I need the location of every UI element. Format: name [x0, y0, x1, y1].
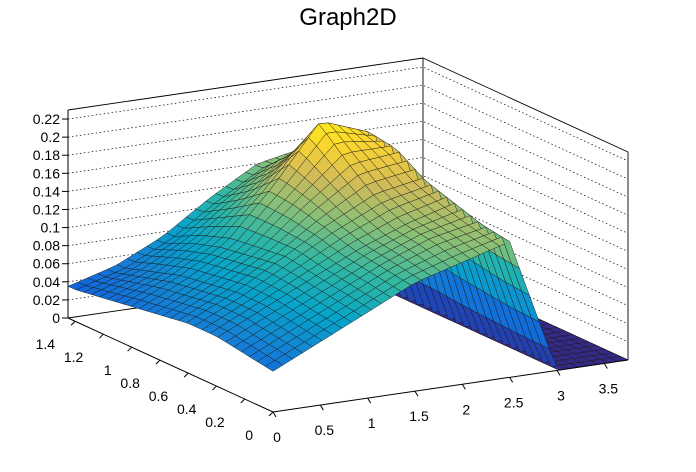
- z-tick-label: 0.22: [33, 111, 60, 127]
- y-tick-mark: [127, 346, 132, 352]
- x-tick-mark: [603, 363, 608, 369]
- y-axis-line: [67, 317, 274, 413]
- z-gridline: [67, 229, 629, 325]
- y-tick-label: 0.6: [149, 388, 169, 404]
- z-tick-label: 0.16: [33, 165, 60, 181]
- z-gridline: [67, 157, 629, 252]
- z-axis-ticks: 0 0.02 0.04 0.06 0.08 0.1 0.12 0.14 0.16 0.18 0.2 0…: [33, 111, 68, 326]
- x-tick-label: 1: [368, 415, 376, 431]
- y-tick-mark: [212, 385, 217, 391]
- x-axis-line: [272, 359, 629, 413]
- z-gridline: [67, 84, 629, 180]
- x-axis-ticks: 0 0.5 1 1.5 2 2.5 3 3.5: [272, 363, 619, 445]
- x-tick-mark: [556, 370, 561, 376]
- z-gridline: [67, 175, 629, 270]
- x-tick-mark: [367, 397, 372, 404]
- y-tick-label: 1: [104, 362, 112, 378]
- z-tick-label: 0.12: [33, 201, 60, 217]
- y-tick-mark: [240, 398, 246, 404]
- z-tick-label: 0.18: [33, 147, 60, 163]
- z-tick-label: 0.14: [33, 183, 60, 199]
- back-top-edge: [67, 57, 424, 111]
- z-tick-label: 0.02: [33, 292, 60, 308]
- z-tick-label: 0.2: [41, 129, 61, 145]
- z-tick-label: 0.04: [33, 274, 60, 290]
- z-tick-label: 0: [52, 310, 60, 326]
- z-gridline: [67, 139, 629, 234]
- x-tick-label: 2.5: [504, 394, 524, 410]
- x-tick-label: 1.5: [409, 408, 429, 424]
- x-tick-label: 0.5: [315, 422, 335, 438]
- axes: [67, 110, 629, 413]
- x-tick-label: 0: [273, 429, 281, 445]
- y-tick-mark: [155, 359, 161, 365]
- x-tick-mark: [272, 411, 277, 418]
- x-tick-mark: [509, 377, 514, 383]
- x-tick-label: 2: [462, 401, 470, 417]
- z-tick-label: 0.06: [33, 256, 60, 272]
- y-tick-label: 1.4: [36, 336, 56, 352]
- y-tick-label: 0.8: [120, 375, 140, 391]
- chart-title: Graph2D: [299, 4, 396, 31]
- z-tick-label: 0.1: [41, 220, 61, 236]
- y-tick-label: 1.2: [64, 349, 84, 365]
- z-gridline: [67, 211, 629, 307]
- x-tick-mark: [319, 404, 324, 411]
- y-tick-mark: [98, 333, 104, 339]
- z-gridline: [67, 102, 629, 198]
- y-tick-mark: [268, 411, 274, 417]
- x-tick-label: 3: [557, 387, 565, 403]
- z-gridline: [67, 120, 629, 216]
- y-tick-label: 0.4: [177, 401, 197, 417]
- x-tick-label: 3.5: [599, 380, 619, 396]
- x-tick-mark: [461, 384, 466, 390]
- y-tick-mark: [70, 320, 76, 326]
- y-tick-label: 0.2: [205, 414, 225, 430]
- z-gridline: [67, 66, 629, 162]
- surface-mesh: [67, 122, 629, 372]
- right-top-edge: [422, 57, 629, 153]
- x-tick-mark: [414, 390, 419, 397]
- z-gridline: [67, 193, 629, 288]
- z-gridlines: [67, 66, 629, 343]
- y-tick-label: 0: [245, 427, 253, 443]
- z-tick-label: 0.08: [33, 238, 60, 254]
- y-tick-mark: [183, 372, 189, 378]
- y-axis-ticks: 0 0.2 0.4 0.6 0.8 1 1.2 1.4: [36, 320, 274, 443]
- z-gridline: [67, 247, 629, 343]
